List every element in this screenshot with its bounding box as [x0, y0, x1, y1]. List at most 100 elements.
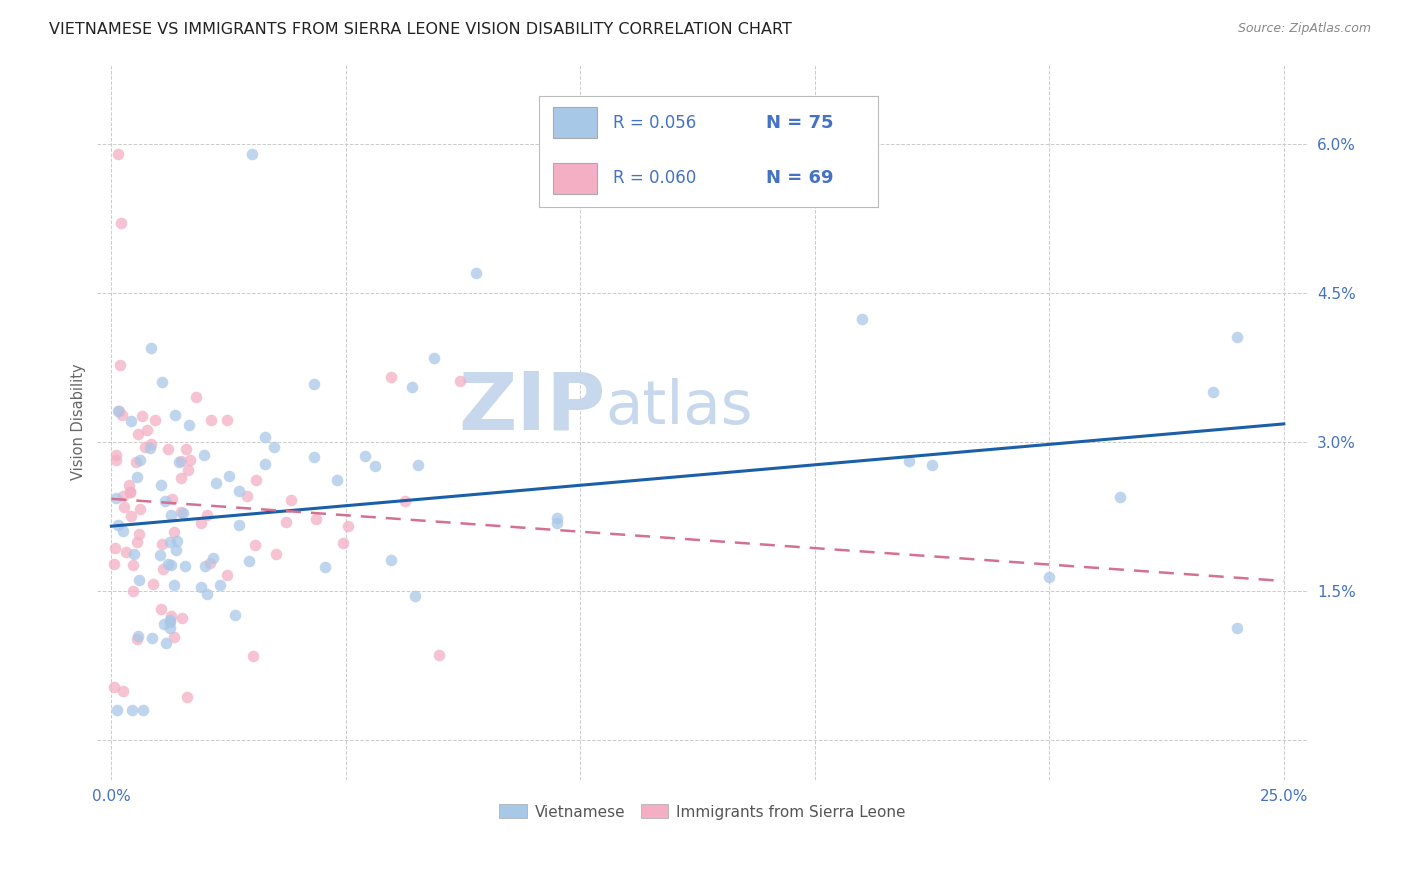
Point — [217, 413, 239, 427]
Point — [149, 548, 172, 562]
Point — [157, 558, 180, 572]
Point — [302, 377, 325, 392]
Point — [276, 516, 298, 530]
Point — [394, 494, 416, 508]
Point — [177, 463, 200, 477]
Point — [112, 683, 135, 698]
Point — [156, 442, 179, 457]
Point — [184, 390, 207, 404]
Point — [224, 607, 246, 622]
Point — [264, 548, 287, 562]
Point — [127, 629, 149, 643]
Point — [401, 380, 423, 394]
Point — [104, 541, 127, 555]
Point — [132, 703, 155, 717]
Point — [198, 556, 221, 570]
Point — [111, 409, 134, 423]
Point — [404, 589, 426, 603]
Point — [332, 536, 354, 550]
Point — [129, 452, 152, 467]
Point — [153, 494, 176, 508]
Point — [112, 500, 135, 514]
Point — [897, 454, 920, 468]
Point — [1226, 621, 1249, 635]
Point — [427, 648, 450, 663]
Point — [141, 631, 163, 645]
Point — [245, 473, 267, 487]
Point — [380, 369, 402, 384]
Point — [170, 505, 193, 519]
Point — [172, 506, 194, 520]
Point — [118, 485, 141, 500]
Point — [170, 471, 193, 485]
Point — [150, 537, 173, 551]
Point — [142, 576, 165, 591]
Point — [110, 358, 132, 372]
Point — [103, 557, 125, 571]
Point — [118, 485, 141, 500]
Point — [120, 508, 142, 523]
Point — [121, 703, 143, 717]
Point — [921, 458, 943, 472]
Point — [193, 448, 215, 462]
Point — [150, 375, 173, 389]
Point — [159, 615, 181, 629]
Point — [118, 477, 141, 491]
Point — [242, 146, 264, 161]
Point — [208, 578, 231, 592]
Point — [107, 517, 129, 532]
Point — [159, 621, 181, 635]
Point — [165, 409, 187, 423]
Point — [128, 573, 150, 587]
Point — [107, 146, 129, 161]
Point — [851, 311, 873, 326]
Point — [111, 489, 134, 503]
Point — [134, 440, 156, 454]
Point — [238, 554, 260, 568]
Point — [167, 455, 190, 469]
Point — [150, 478, 173, 492]
Point — [163, 630, 186, 644]
Point — [197, 508, 219, 523]
Point — [104, 448, 127, 462]
Point — [253, 430, 276, 444]
Point — [546, 511, 568, 525]
Point — [336, 519, 359, 533]
Point — [136, 423, 159, 437]
Legend: Vietnamese, Immigrants from Sierra Leone: Vietnamese, Immigrants from Sierra Leone — [494, 798, 911, 826]
Point — [1108, 491, 1130, 505]
Point — [1038, 569, 1060, 583]
Point — [105, 703, 128, 717]
Point — [201, 551, 224, 566]
Point — [245, 538, 267, 552]
Point — [155, 636, 177, 650]
Text: Source: ZipAtlas.com: Source: ZipAtlas.com — [1237, 22, 1371, 36]
Text: ZIP: ZIP — [458, 368, 606, 447]
Point — [160, 558, 183, 572]
Point — [408, 458, 430, 473]
Point — [125, 470, 148, 484]
Point — [125, 534, 148, 549]
Point — [165, 542, 187, 557]
Point — [263, 440, 285, 454]
Point — [353, 449, 375, 463]
Point — [204, 475, 226, 490]
Point — [127, 427, 149, 442]
Point — [465, 266, 488, 280]
Point — [190, 580, 212, 594]
Point — [305, 511, 328, 525]
Point — [228, 484, 250, 499]
Point — [449, 374, 471, 388]
Point — [218, 468, 240, 483]
Point — [103, 680, 125, 694]
Point — [163, 524, 186, 539]
Point — [107, 404, 129, 418]
Point — [166, 534, 188, 549]
Point — [150, 602, 173, 616]
Point — [125, 454, 148, 468]
Point — [129, 502, 152, 516]
Point — [228, 517, 250, 532]
Point — [177, 417, 200, 432]
Point — [200, 412, 222, 426]
Point — [1202, 384, 1225, 399]
